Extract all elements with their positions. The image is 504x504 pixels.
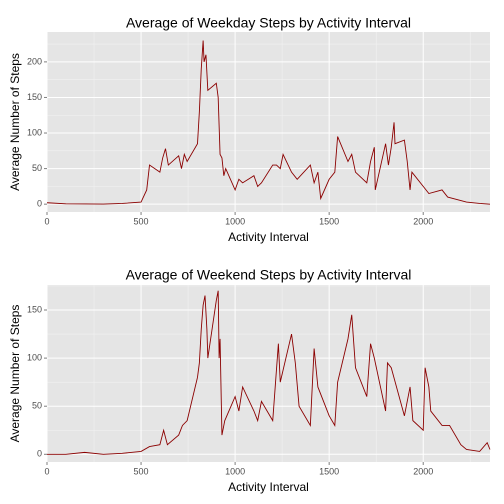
y-tick-label: 50 <box>32 401 42 411</box>
y-axis-label: Average Number of Steps <box>8 305 22 443</box>
x-axis-label: Activity Interval <box>228 480 309 494</box>
y-tick-label: 150 <box>27 304 42 314</box>
chart-title: Average of Weekday Steps by Activity Int… <box>126 15 411 31</box>
y-axis-label: Average Number of Steps <box>8 53 22 191</box>
data-line <box>47 290 491 455</box>
x-tick-label: 500 <box>134 216 149 226</box>
x-tick-label: 0 <box>44 216 49 226</box>
x-tick-label: 1500 <box>319 216 339 226</box>
x-tick-label: 500 <box>134 466 149 476</box>
y-tick-label: 150 <box>27 92 42 102</box>
y-tick-label: 100 <box>27 352 42 362</box>
chart-title: Average of Weekend Steps by Activity Int… <box>126 267 412 283</box>
x-axis-label: Activity Interval <box>228 230 309 244</box>
x-tick-label: 1000 <box>225 466 245 476</box>
x-tick-label: 2000 <box>413 466 433 476</box>
x-tick-label: 1000 <box>225 216 245 226</box>
data-line <box>46 40 491 205</box>
plot-background <box>47 285 490 462</box>
y-tick-label: 0 <box>37 199 42 209</box>
y-tick-label: 50 <box>32 163 42 173</box>
y-tick-label: 100 <box>27 127 42 137</box>
x-tick-label: 0 <box>44 466 49 476</box>
x-tick-label: 1500 <box>319 466 339 476</box>
y-tick-label: 0 <box>37 449 42 459</box>
x-tick-label: 2000 <box>413 216 433 226</box>
y-tick-label: 200 <box>27 56 42 66</box>
